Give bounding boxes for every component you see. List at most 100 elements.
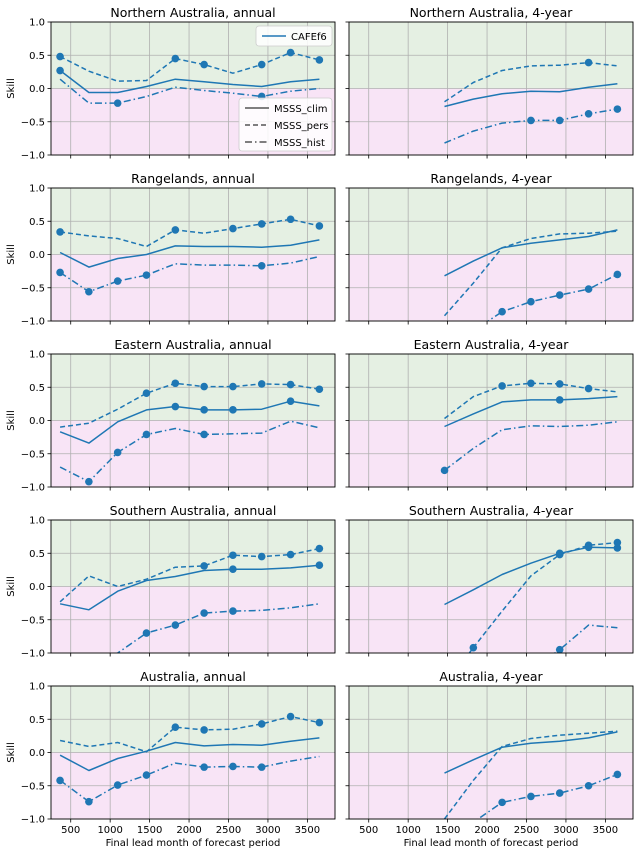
- series-line-msss-clim: [444, 83, 618, 108]
- significance-marker: [171, 402, 180, 411]
- y-axis-label: Skill: [6, 576, 17, 596]
- subplot-title: Southern Australia, 4-year: [409, 503, 574, 518]
- significance-marker: [286, 712, 295, 721]
- series-line-msss-hist: [59, 255, 320, 293]
- significance-marker: [113, 448, 122, 457]
- significance-marker: [142, 271, 151, 279]
- x-tick-label: 1000: [97, 825, 122, 836]
- series-line-msss-pers: [59, 51, 320, 82]
- significance-marker: [229, 762, 237, 771]
- significance-marker: [613, 770, 622, 779]
- series-line-msss-clim: [444, 395, 618, 428]
- x-tick-label: 2000: [176, 825, 201, 836]
- series-line-msss-pers: [443, 730, 618, 819]
- y-tick-label: 1.0: [29, 18, 45, 29]
- subplot: Southern Australia, annual −1.0 −0.5 0.0 0.5…: [6, 503, 336, 660]
- series-line-msss-pers: [443, 230, 618, 317]
- significance-marker: [469, 643, 478, 652]
- subplot: Northern Australia, annual −1.0 −0.5 0.0 0.5…: [6, 5, 336, 162]
- x-tick-label: 2000: [474, 825, 499, 836]
- significance-marker: [584, 384, 593, 393]
- significance-marker: [171, 621, 180, 629]
- significance-marker: [171, 226, 180, 234]
- subplot-title: Eastern Australia, 4-year: [414, 337, 570, 352]
- y-tick-label: 1.0: [29, 350, 45, 361]
- series-line-msss-hist: [553, 624, 618, 653]
- series-line-msss-clim: [59, 400, 320, 444]
- significance-marker: [498, 798, 506, 807]
- series-group: [443, 229, 622, 321]
- significance-marker: [584, 285, 593, 293]
- significance-marker: [257, 552, 266, 561]
- y-tick-label: 0.0: [29, 250, 45, 261]
- subplot-title: Rangelands, 4-year: [430, 171, 552, 186]
- series-line-msss-clim: [59, 737, 320, 772]
- significance-marker: [286, 380, 295, 389]
- y-axis-label: Skill: [6, 410, 17, 430]
- series-line-msss-clim: [444, 229, 618, 277]
- significance-marker: [257, 262, 266, 270]
- significance-marker: [613, 544, 622, 552]
- series-group: [444, 58, 622, 144]
- y-tick-label: 0.0: [29, 582, 45, 593]
- x-tick-label: 3000: [553, 825, 578, 836]
- series-group: [444, 538, 622, 653]
- significance-marker: [584, 109, 593, 118]
- significance-marker: [229, 565, 237, 574]
- significance-marker: [555, 550, 564, 559]
- y-tick-label: 1.0: [29, 516, 45, 527]
- subplot: Southern Australia, 4-year: [345, 503, 634, 657]
- significance-marker: [286, 397, 295, 406]
- y-axis-label: Skill: [6, 742, 17, 762]
- significance-marker: [56, 66, 64, 75]
- significance-marker: [315, 544, 324, 553]
- legend-style-label: MSSS_pers: [274, 121, 329, 132]
- significance-marker: [142, 430, 151, 439]
- series-line-msss-clim: [59, 69, 320, 94]
- significance-marker: [440, 466, 449, 475]
- significance-marker: [200, 763, 208, 771]
- significance-marker: [527, 792, 535, 801]
- significance-marker: [229, 607, 237, 615]
- legend-style-label: MSSS_hist: [274, 138, 325, 149]
- subplot: Eastern Australia, 4-year: [345, 337, 634, 491]
- series-group: [443, 730, 622, 819]
- significance-marker: [56, 776, 64, 785]
- significance-marker: [200, 562, 208, 570]
- y-tick-label: 0.5: [29, 715, 45, 726]
- significance-marker: [315, 222, 324, 230]
- significance-marker: [584, 541, 593, 550]
- significance-marker: [555, 396, 564, 404]
- significance-marker: [200, 382, 208, 391]
- significance-marker: [142, 389, 151, 398]
- subplot-title: Southern Australia, annual: [110, 503, 277, 518]
- subplot: Rangelands, 4-year: [345, 171, 634, 325]
- series-group: [59, 544, 324, 653]
- y-tick-label: 1.0: [29, 682, 45, 693]
- x-tick-label: 3500: [295, 825, 320, 836]
- y-axis-label: Skill: [6, 244, 17, 264]
- significance-marker: [286, 550, 295, 559]
- series-line-msss-pers: [59, 218, 320, 248]
- significance-marker: [286, 215, 295, 224]
- y-tick-label: −1.0: [21, 815, 45, 826]
- significance-marker: [613, 105, 622, 113]
- significance-marker: [171, 723, 180, 732]
- significance-marker: [584, 58, 593, 67]
- significance-marker: [85, 287, 93, 296]
- series-line-msss-hist: [59, 78, 320, 104]
- y-tick-label: 0.0: [29, 416, 45, 427]
- subplot: Eastern Australia, annual −1.0 −0.5 0.0 0.5 1…: [6, 337, 336, 494]
- y-tick-label: −0.5: [21, 449, 45, 460]
- y-tick-label: −1.0: [21, 317, 45, 328]
- y-axis-label: Skill: [6, 78, 17, 98]
- significance-marker: [229, 224, 237, 233]
- x-tick-label: 500: [359, 825, 378, 836]
- series-line-msss-pers: [59, 382, 320, 428]
- significance-marker: [286, 48, 295, 57]
- y-tick-label: 0.5: [29, 51, 45, 62]
- significance-marker: [200, 60, 208, 69]
- series-group: [440, 379, 618, 475]
- x-tick-label: 3500: [593, 825, 618, 836]
- x-axis-label: Final lead month of forecast period: [404, 838, 579, 849]
